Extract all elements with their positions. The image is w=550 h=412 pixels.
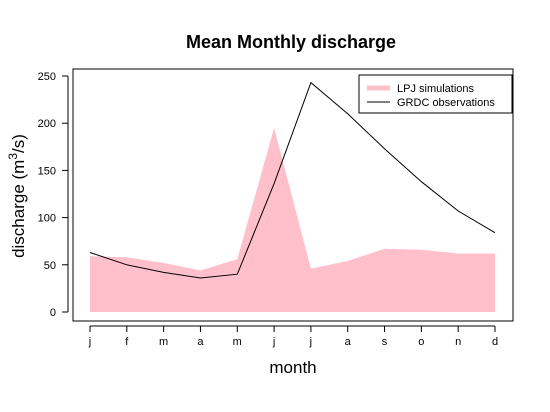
y-axis-label: discharge (m3/s) [6, 134, 28, 258]
chart-title: Mean Monthly discharge [186, 32, 396, 52]
x-tick-label: j [272, 336, 275, 348]
y-axis: 0 50 100 150 200 250 [38, 71, 69, 319]
x-tick-label: d [492, 336, 498, 348]
legend: LPJ simulations GRDC observations [358, 74, 513, 114]
y-axis-label-tail: /s) [9, 134, 28, 153]
y-axis-label-superscript: 3 [6, 153, 20, 160]
series-area-lpj-simulations [90, 127, 495, 313]
x-tick-label: j [309, 336, 312, 348]
series-layer [89, 81, 496, 313]
x-tick-label: n [455, 336, 461, 348]
y-tick-label: 0 [50, 307, 56, 319]
legend-box [358, 74, 513, 114]
x-tick-label: f [125, 336, 129, 348]
y-axis-label-main: discharge (m [9, 160, 28, 258]
x-tick-label: s [382, 336, 388, 348]
x-tick-label: m [159, 336, 168, 348]
y-tick-label: 50 [44, 260, 56, 272]
y-tick-label: 100 [38, 213, 56, 225]
y-tick-label: 150 [38, 165, 56, 177]
x-axis-label: month [269, 358, 316, 377]
y-tick-label: 250 [38, 71, 56, 83]
legend-label-grdc: GRDC observations [397, 97, 495, 109]
x-tick-label: a [197, 336, 204, 348]
x-tick-label: m [233, 336, 242, 348]
x-tick-label: o [418, 336, 424, 348]
plot-area [72, 68, 514, 322]
plot-frame [72, 68, 514, 322]
x-tick-label: j [88, 336, 91, 348]
legend-label-lpj: LPJ simulations [397, 83, 475, 95]
y-tick-label: 200 [38, 118, 56, 130]
series-line-grdc-observations [89, 81, 496, 279]
x-tick-label: a [345, 336, 352, 348]
